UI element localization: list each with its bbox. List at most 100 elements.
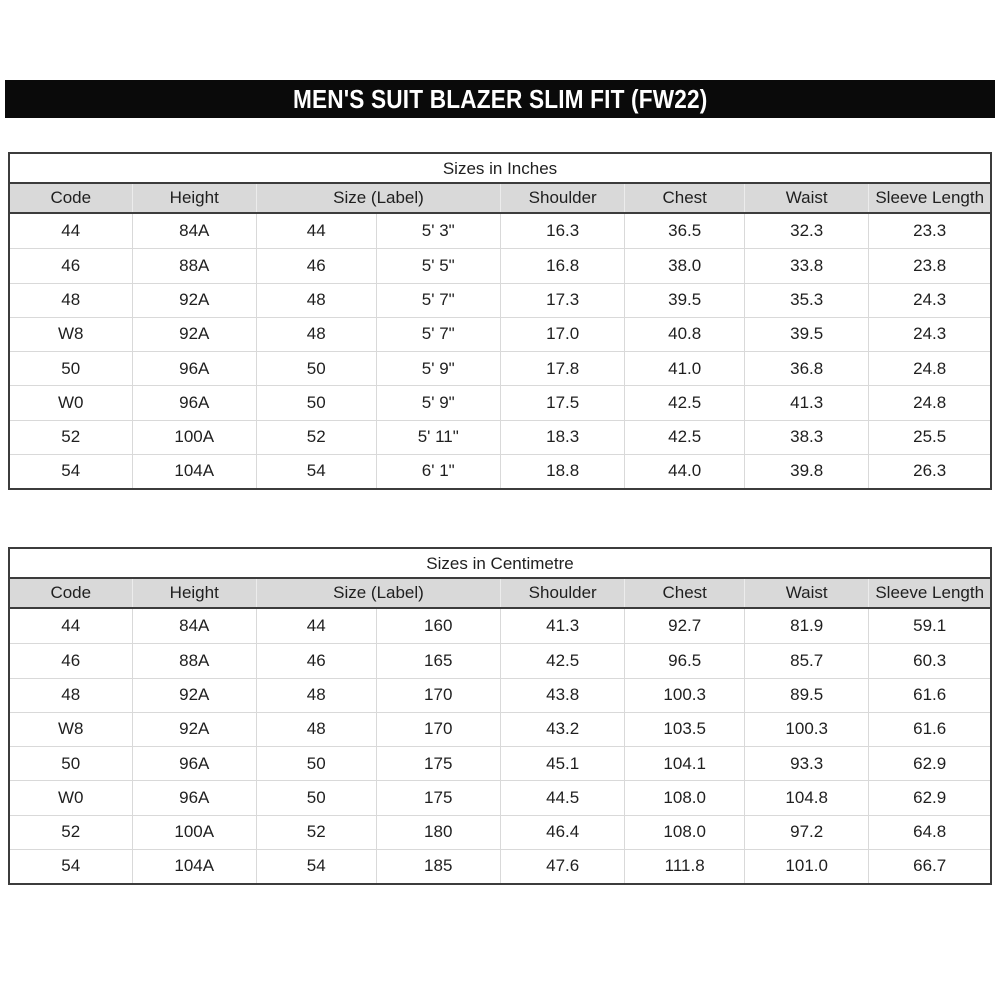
table-cell: 170 (375, 678, 500, 712)
table-title: Sizes in Inches (10, 154, 990, 184)
table-row: 48 92A 48 170 43.8 100.3 89.5 61.6 (10, 677, 990, 712)
table-cell: 96A (131, 352, 256, 386)
table-cell: 96A (131, 781, 256, 815)
table-cell: 26.3 (868, 454, 990, 488)
table-cell: 42.5 (624, 420, 744, 454)
column-header-code: Code (50, 188, 92, 207)
table-cell: 92A (131, 712, 256, 746)
table-cell: 39.5 (743, 317, 868, 351)
table-body: 44 84A 44 5' 3" 16.3 36.5 32.3 23.3 46 88A 46 5' 5"… (10, 214, 990, 488)
table-cell: 42.5 (499, 644, 624, 678)
column-header-size-label: Size (Label) (255, 184, 500, 212)
table-row: 54 104A 54 185 47.6 111.8 101.0 66.7 (10, 848, 990, 883)
table-cell: 33.8 (743, 249, 868, 283)
table-row: 52 100A 52 5' 11" 18.3 42.5 38.3 25.5 (10, 419, 990, 454)
column-header-size-label: Size (Label) (255, 579, 500, 607)
table-cell: 160 (375, 609, 500, 644)
table-cell: 43.8 (499, 678, 624, 712)
table-cell: 43.2 (499, 712, 624, 746)
table-cell: W0 (58, 392, 84, 412)
column-header-sleeve-length: Sleeve Length (868, 579, 990, 607)
table-cell: 5' 9" (375, 352, 500, 386)
table-cell: 108.0 (624, 781, 744, 815)
title-banner-text: MEN'S SUIT BLAZER SLIM FIT (FW22) (292, 83, 708, 114)
table-cell: 23.8 (868, 249, 990, 283)
column-header-height: Height (131, 579, 256, 607)
table-cell: 85.7 (743, 644, 868, 678)
table-row: W0 96A 50 5' 9" 17.5 42.5 41.3 24.8 (10, 385, 990, 420)
table-cell: 35.3 (743, 283, 868, 317)
column-header-chest: Chest (624, 184, 744, 212)
title-banner: MEN'S SUIT BLAZER SLIM FIT (FW22) (5, 80, 995, 118)
table-header-row: Code Height Size (Label) Shoulder Chest … (10, 579, 990, 609)
table-cell: 48 (61, 290, 81, 310)
table-cell: 60.3 (868, 644, 990, 678)
table-cell: 24.3 (868, 317, 990, 351)
table-cell: 61.6 (868, 678, 990, 712)
table-cell: 89.5 (743, 678, 868, 712)
table-cell: 41.3 (743, 386, 868, 420)
table-cell: W0 (58, 787, 84, 807)
table-cell: 46 (255, 249, 376, 283)
table-cell: 39.8 (743, 454, 868, 488)
table-cell: 18.3 (499, 420, 624, 454)
table-cell: 52 (255, 815, 376, 849)
table-cell: 47.6 (499, 849, 624, 883)
table-cell: 5' 11" (375, 420, 500, 454)
table-cell: 25.5 (868, 420, 990, 454)
table-cell: 44 (61, 221, 81, 241)
table-cell: 96A (131, 747, 256, 781)
table-cell: 84A (131, 214, 256, 249)
table-row: 50 96A 50 175 45.1 104.1 93.3 62.9 (10, 746, 990, 781)
table-cell: 46 (61, 650, 81, 670)
table-cell: 17.5 (499, 386, 624, 420)
table-cell: 41.3 (499, 609, 624, 644)
table-cell: 50 (61, 358, 81, 378)
table-cell: 36.8 (743, 352, 868, 386)
table-cell: 17.0 (499, 317, 624, 351)
table-cell: 32.3 (743, 214, 868, 249)
table-cell: 41.0 (624, 352, 744, 386)
table-cell: 44 (255, 609, 376, 644)
table-row: 46 88A 46 165 42.5 96.5 85.7 60.3 (10, 643, 990, 678)
table-cell: 175 (375, 781, 500, 815)
table-row: 46 88A 46 5' 5" 16.8 38.0 33.8 23.8 (10, 248, 990, 283)
column-header-code: Code (50, 583, 92, 602)
table-cell: 46 (61, 255, 81, 275)
table-cell: 100A (131, 815, 256, 849)
table-cell: 17.3 (499, 283, 624, 317)
table-cell: 42.5 (624, 386, 744, 420)
table-cell: 40.8 (624, 317, 744, 351)
table-cell: 45.1 (499, 747, 624, 781)
table-cell: 48 (255, 678, 376, 712)
inches-size-table: Sizes in Inches Code Height Size (Label)… (8, 152, 992, 490)
table-cell: 103.5 (624, 712, 744, 746)
table-cell: 101.0 (743, 849, 868, 883)
table-cell: 104.8 (743, 781, 868, 815)
table-cell: 39.5 (624, 283, 744, 317)
table-cell: 5' 7" (375, 283, 500, 317)
table-cell: 100A (131, 420, 256, 454)
table-cell: 66.7 (868, 849, 990, 883)
table-row: 44 84A 44 5' 3" 16.3 36.5 32.3 23.3 (10, 214, 990, 249)
table-cell: 46 (255, 644, 376, 678)
table-cell: 5' 3" (375, 214, 500, 249)
table-cell: 93.3 (743, 747, 868, 781)
table-cell: 44.5 (499, 781, 624, 815)
table-cell: 100.3 (743, 712, 868, 746)
table-cell: 92.7 (624, 609, 744, 644)
table-row: 44 84A 44 160 41.3 92.7 81.9 59.1 (10, 609, 990, 644)
table-cell: 36.5 (624, 214, 744, 249)
table-cell: 50 (255, 781, 376, 815)
column-header-waist: Waist (743, 579, 868, 607)
table-title: Sizes in Centimetre (10, 549, 990, 579)
table-row: 48 92A 48 5' 7" 17.3 39.5 35.3 24.3 (10, 282, 990, 317)
table-cell: 17.8 (499, 352, 624, 386)
table-cell: 180 (375, 815, 500, 849)
table-cell: 44.0 (624, 454, 744, 488)
table-header-row: Code Height Size (Label) Shoulder Chest … (10, 184, 990, 214)
table-cell: 48 (255, 317, 376, 351)
table-cell: 96.5 (624, 644, 744, 678)
table-cell: 24.3 (868, 283, 990, 317)
table-cell: W8 (58, 719, 84, 739)
